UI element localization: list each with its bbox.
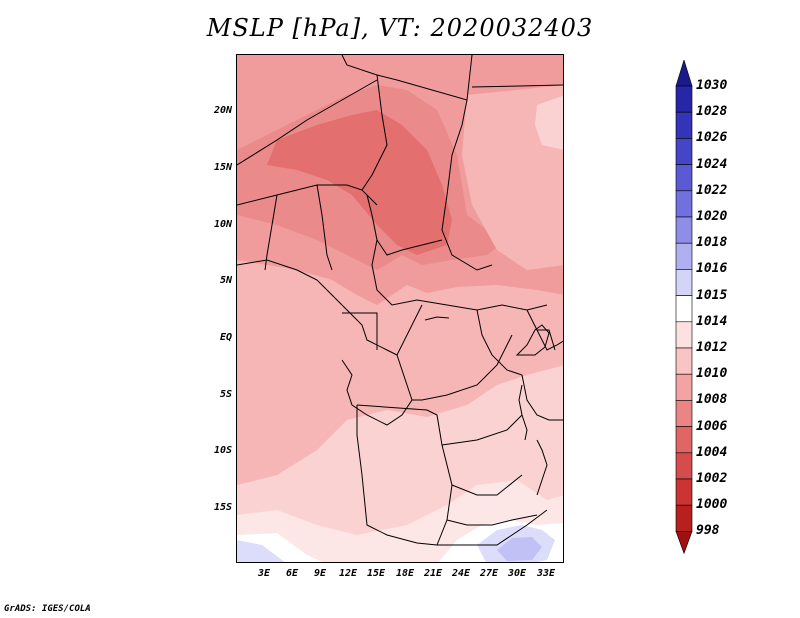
colorbar-segment (675, 373, 693, 401)
pressure-region-1018 (497, 537, 542, 561)
colorbar-label: 1020 (696, 209, 728, 224)
grads-credit: GrADS: IGES/COLA (4, 604, 91, 614)
colorbar-label: 1026 (696, 130, 728, 146)
pressure-map (236, 54, 564, 563)
colorbar-label: 1006 (696, 418, 728, 434)
colorbar-label: 1002 (696, 471, 728, 486)
colorbar-label: 998 (696, 523, 720, 539)
pressure-region-1016-southwest (237, 540, 285, 562)
colorbar-label: 1012 (696, 340, 728, 355)
colorbar-segment (675, 111, 693, 139)
colorbar-label: 1000 (696, 497, 728, 513)
pressure-region-1004 (267, 110, 452, 255)
colorbar-segment (675, 269, 693, 296)
lon-label-3e: 3E (257, 568, 271, 579)
colorbar-label: 1016 (696, 261, 728, 277)
colorbar-segment (675, 164, 693, 192)
colorbar-segment (675, 295, 693, 323)
colorbar-segment (675, 504, 693, 532)
colorbar-bottom-arrow (675, 531, 693, 555)
lon-label-27e: 27E (479, 568, 499, 579)
colorbar-segment (675, 190, 693, 218)
lon-label-15e: 15E (366, 568, 386, 579)
colorbar-label: 1014 (696, 313, 728, 329)
lat-label-10s: 10S (213, 445, 232, 456)
lat-label-5n: 5N (219, 275, 232, 286)
colorbar-top-arrow (675, 60, 693, 87)
colorbar-segment (675, 347, 693, 375)
colorbar-segment (675, 452, 693, 480)
colorbar-segment (675, 138, 693, 165)
colorbar-segment (675, 400, 693, 427)
lon-label-6e: 6E (285, 568, 299, 579)
lat-label-15s: 15S (213, 502, 232, 513)
colorbar-segment (675, 478, 693, 506)
lon-label-12e: 12E (338, 568, 358, 579)
colorbar-segment (675, 216, 693, 244)
colorbar-label: 1030 (696, 78, 728, 93)
lakes (424, 316, 556, 496)
colorbar-label: 1022 (696, 182, 728, 198)
lat-label-eq: EQ (219, 332, 232, 343)
lon-label-18e: 18E (395, 568, 415, 579)
colorbar-segment (675, 242, 693, 270)
colorbar-label: 1024 (696, 156, 728, 172)
colorbar-label: 1018 (696, 235, 728, 251)
colorbar-segment (675, 85, 693, 113)
lat-label-15n: 15N (213, 162, 232, 173)
colorbar-label: 1004 (696, 444, 728, 460)
lon-label-30e: 30E (507, 568, 527, 579)
lat-label-10n: 10N (213, 219, 232, 230)
lat-label-5s: 5S (219, 389, 232, 400)
colorbar-label: 1028 (696, 104, 728, 120)
pressure-region-1012-northeast (535, 95, 563, 150)
pressure-field (237, 55, 563, 562)
colorbar-segment (675, 321, 693, 349)
lon-label-21e: 21E (423, 568, 443, 579)
chart-title: MSLP [hPa], VT: 2020032403 (206, 14, 594, 42)
country-borders (237, 55, 563, 546)
lon-label-24e: 24E (451, 568, 471, 579)
lon-label-33e: 33E (536, 568, 556, 579)
colorbar-label: 1010 (696, 366, 728, 382)
colorbar-label: 1015 (696, 287, 728, 303)
lon-label-9e: 9E (313, 568, 327, 579)
lat-label-20n: 20N (213, 105, 232, 116)
colorbar-segment (675, 426, 693, 454)
colorbar-label: 1008 (696, 392, 728, 408)
colorbar (675, 60, 693, 555)
